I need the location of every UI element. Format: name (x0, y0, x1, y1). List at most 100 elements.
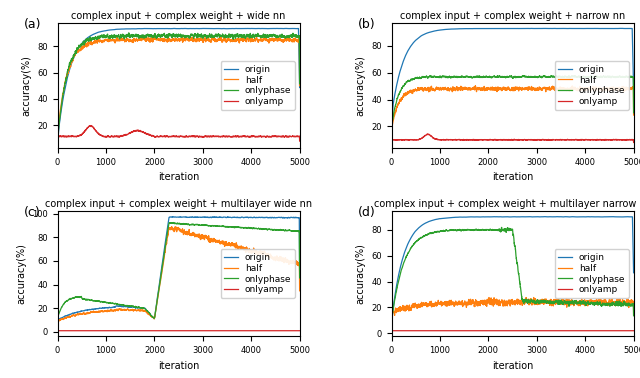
half (272, 37, 280, 41)
half (280, 38, 287, 42)
half (101, 37, 109, 42)
onlyamp (606, 138, 614, 142)
Line: origin: origin (392, 217, 634, 324)
onlyphase (630, 110, 637, 115)
origin (296, 269, 303, 273)
onlyamp (388, 328, 396, 333)
onlyphase (171, 34, 179, 39)
Legend: origin, half, onlyphase, onlyamp: origin, half, onlyphase, onlyamp (555, 249, 629, 298)
onlyamp (435, 138, 443, 142)
origin (272, 26, 280, 31)
half (614, 86, 621, 91)
origin (388, 129, 396, 133)
onlyphase (435, 75, 443, 80)
onlyphase (272, 228, 280, 232)
origin (612, 215, 620, 219)
origin (221, 215, 229, 219)
half (278, 39, 286, 43)
origin (296, 85, 303, 90)
origin (504, 26, 512, 31)
Line: onlyamp: onlyamp (392, 134, 634, 143)
half (272, 257, 280, 261)
onlyphase (593, 73, 600, 78)
onlyamp (296, 328, 303, 333)
half (612, 87, 620, 91)
origin (169, 214, 177, 219)
Line: origin: origin (392, 28, 634, 131)
onlyamp (630, 140, 637, 145)
onlyphase (278, 33, 286, 37)
X-axis label: iteration: iteration (492, 172, 533, 183)
onlyphase (296, 82, 303, 86)
onlyamp (280, 328, 287, 333)
onlyamp (101, 328, 109, 333)
half (530, 295, 538, 300)
Y-axis label: accuracy(%): accuracy(%) (22, 55, 32, 116)
Title: complex input + complex weight + narrow nn: complex input + complex weight + narrow … (400, 11, 625, 20)
onlyamp (606, 328, 614, 333)
onlyamp (54, 139, 61, 143)
onlyphase (125, 31, 132, 35)
onlyphase (435, 229, 443, 234)
Line: onlyphase: onlyphase (392, 228, 634, 321)
origin (555, 26, 563, 31)
half (612, 302, 620, 307)
Text: (d): (d) (358, 206, 376, 219)
onlyphase (555, 298, 563, 302)
onlyphase (504, 228, 512, 232)
origin (171, 26, 179, 31)
half (435, 302, 443, 307)
onlyphase (388, 127, 396, 131)
origin (171, 215, 179, 219)
half (388, 316, 396, 320)
onlyphase (221, 34, 229, 39)
X-axis label: iteration: iteration (492, 361, 533, 371)
Legend: origin, half, onlyphase, onlyamp: origin, half, onlyphase, onlyamp (221, 249, 295, 298)
Line: half: half (58, 226, 300, 322)
origin (101, 305, 109, 310)
half (280, 257, 287, 262)
onlyphase (54, 136, 61, 141)
onlyphase (612, 75, 620, 79)
Line: onlyphase: onlyphase (58, 33, 300, 138)
half (630, 313, 637, 317)
half (101, 309, 109, 313)
origin (280, 26, 287, 31)
onlyamp (435, 328, 443, 333)
onlyphase (280, 35, 287, 39)
origin (278, 26, 286, 31)
Text: (a): (a) (24, 18, 41, 31)
onlyamp (296, 139, 303, 143)
half (168, 224, 175, 229)
Line: half: half (392, 86, 634, 133)
half (296, 288, 303, 293)
Y-axis label: accuracy(%): accuracy(%) (17, 243, 27, 304)
half (221, 242, 229, 246)
origin (435, 28, 443, 33)
half (171, 38, 179, 42)
onlyamp (424, 132, 431, 136)
half (614, 300, 621, 305)
onlyphase (278, 228, 286, 232)
onlyphase (388, 318, 396, 323)
onlyamp (388, 140, 396, 145)
origin (614, 215, 621, 219)
onlyamp (171, 134, 179, 139)
onlyamp (272, 134, 280, 139)
onlyphase (612, 299, 620, 304)
Text: (b): (b) (358, 18, 375, 31)
origin (280, 215, 287, 220)
onlyphase (296, 276, 303, 280)
Legend: origin, half, onlyphase, onlyamp: origin, half, onlyphase, onlyamp (555, 61, 629, 110)
X-axis label: iteration: iteration (158, 361, 199, 371)
onlyamp (612, 328, 620, 333)
onlyamp (630, 328, 637, 333)
half (54, 136, 61, 141)
origin (555, 215, 563, 219)
half (54, 320, 61, 325)
half (388, 131, 396, 135)
half (472, 84, 479, 88)
half (278, 259, 286, 263)
Line: half: half (392, 297, 634, 318)
origin (272, 215, 280, 220)
